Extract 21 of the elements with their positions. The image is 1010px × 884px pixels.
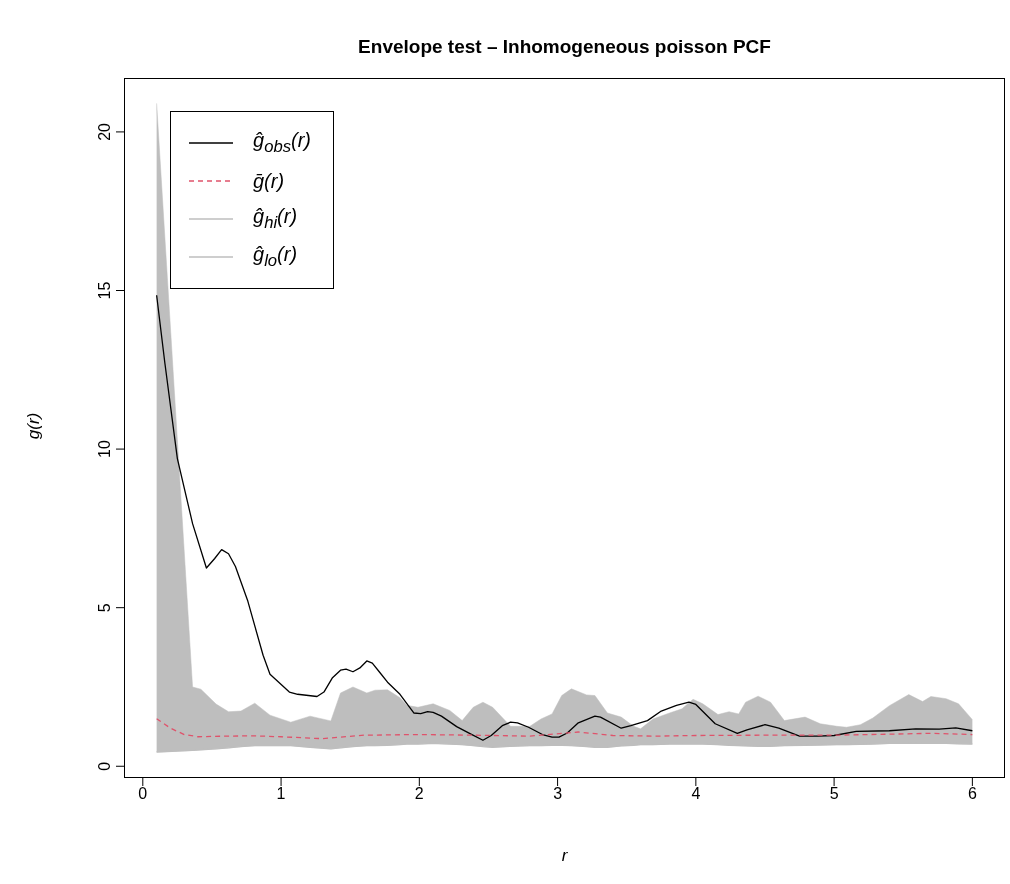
x-tick-label: 3 <box>553 785 563 803</box>
legend-label: ĝ$_{obs}$(r) <box>253 129 311 157</box>
y-tick-label: 5 <box>96 603 113 613</box>
x-tick-label: 5 <box>829 785 839 803</box>
y-tick-label: 0 <box>96 761 113 771</box>
x-tick-label: 2 <box>414 785 424 803</box>
legend-label: ĝ$_{lo}$(r) <box>253 243 298 271</box>
x-tick-label: 6 <box>967 785 977 803</box>
x-tick-label: 4 <box>691 785 701 803</box>
line-series <box>155 718 974 740</box>
y-tick-label: 20 <box>96 122 113 141</box>
y-tick-label: 10 <box>96 440 113 458</box>
y-tick-label: 15 <box>96 281 113 300</box>
x-tick-label: 0 <box>138 785 148 803</box>
line-series <box>155 294 974 741</box>
chart-title: Envelope test – Inhomogeneous poisson PCF <box>357 36 772 58</box>
x-tick-label: 1 <box>276 785 286 803</box>
x-axis-title: r <box>560 846 569 866</box>
y-axis-title: g(r) <box>24 411 44 442</box>
legend-label: ĝ$_{hi}$(r) <box>253 205 298 233</box>
legend-label: ḡ(r) <box>253 169 285 193</box>
